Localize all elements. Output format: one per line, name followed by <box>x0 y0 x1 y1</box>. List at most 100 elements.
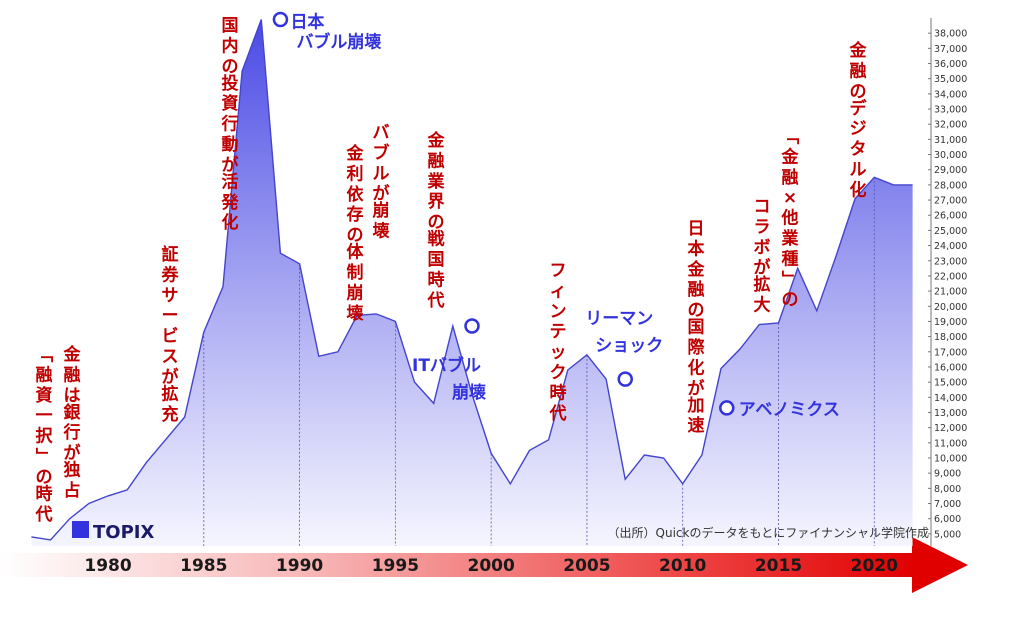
era-annotation-char: 大 <box>754 295 771 316</box>
era-annotation-char: 加 <box>687 396 705 416</box>
era-annotation-char: 戦 <box>428 229 446 250</box>
era-annotation-char: の <box>850 82 867 102</box>
y-tick-label: 19,000 <box>934 317 967 328</box>
y-tick-label: 30,000 <box>934 150 967 161</box>
era-annotation-char: フ <box>550 261 567 281</box>
era-annotation-char: ブ <box>373 142 390 163</box>
era-annotation-char: ル <box>850 160 867 180</box>
event-marker-label: ITバブル <box>412 355 481 376</box>
x-tick-label: 2020 <box>851 556 898 576</box>
era-annotation-char: 代 <box>549 403 567 424</box>
era-annotation-char: 融 <box>428 151 445 171</box>
era-annotation-char: 金 <box>427 130 446 151</box>
era-annotations: 金融は銀行が独占「融資一択」の時代証券サービスが拡充国内の投資行動が活発化バブル… <box>33 16 868 525</box>
era-annotation-char: の <box>222 57 239 77</box>
era-annotation-char: 時 <box>36 483 53 504</box>
x-tick-label: 2000 <box>467 556 514 576</box>
era-annotation-char: 化 <box>222 212 239 233</box>
event-marker-label: 崩壊 <box>452 382 487 403</box>
era-annotation-char: 拡 <box>162 383 179 404</box>
y-tick-label: 35,000 <box>934 74 967 85</box>
event-marker-label: リーマン <box>585 309 653 329</box>
era-annotation-char: 融 <box>782 168 799 188</box>
y-tick-label: 16,000 <box>934 362 967 373</box>
era-annotation-char: 融 <box>64 365 81 385</box>
era-annotation-char: 存 <box>347 204 364 225</box>
era-annotation-char: ス <box>162 347 179 367</box>
y-tick-label: 14,000 <box>934 393 967 404</box>
y-tick-label: 9,000 <box>934 469 961 480</box>
era-annotation-char: が <box>373 183 390 204</box>
era-annotation-char: の <box>428 213 445 233</box>
era-annotation-char: 行 <box>221 114 239 135</box>
y-tick-label: 11,000 <box>934 438 967 449</box>
era-annotation-char: 金 <box>849 40 868 61</box>
y-tick-label: 20,000 <box>934 302 967 313</box>
event-marker <box>719 400 735 416</box>
era-annotation-char: ー <box>162 306 179 326</box>
era-annotation-char: デ <box>850 98 868 119</box>
era-annotation-char: ッ <box>550 343 567 363</box>
event-marker <box>617 371 633 387</box>
y-tick-label: 29,000 <box>934 165 967 176</box>
era-annotation-char: 制 <box>347 262 364 283</box>
y-tick-label: 27,000 <box>934 196 967 207</box>
x-tick-label: 1995 <box>372 556 419 576</box>
era-annotation-char: 券 <box>161 264 180 285</box>
x-tick-label: 1980 <box>84 556 131 576</box>
y-tick-label: 32,000 <box>934 120 967 131</box>
era-annotation-char: ラ <box>754 217 771 237</box>
y-tick-label: 38,000 <box>934 29 967 40</box>
era-annotation-char: ク <box>550 363 567 383</box>
y-tick-label: 17,000 <box>934 347 967 358</box>
y-tick-label: 25,000 <box>934 226 967 237</box>
y-tick-label: 31,000 <box>934 135 967 146</box>
era-annotation-char: 拡 <box>754 274 771 295</box>
era-annotation-char: 時 <box>550 382 567 403</box>
era-annotation-char: 国 <box>222 16 239 36</box>
event-marker-label: バブル崩壊 <box>296 32 382 53</box>
era-annotation-char: が <box>162 366 179 387</box>
era-annotation-char: ン <box>550 302 567 322</box>
era-annotation-char: テ <box>550 322 567 342</box>
era-annotation-char: 資 <box>222 94 239 114</box>
legend-label: TOPIX <box>93 522 154 543</box>
era-annotation-char: 化 <box>850 179 867 200</box>
y-tick-label: 18,000 <box>934 332 967 343</box>
era-annotation-char: 投 <box>222 73 239 94</box>
era-annotation-char: が <box>64 443 81 464</box>
era-annotation-char: コ <box>754 197 771 217</box>
era-annotation-char: の <box>347 226 364 246</box>
event-marker <box>272 11 289 28</box>
era-annotation-char: 国 <box>428 250 445 270</box>
era-annotation-char: 壊 <box>347 304 365 324</box>
era-annotation-char: サ <box>162 286 179 306</box>
era-annotation-char: × <box>783 188 797 208</box>
era-annotation-char: 充 <box>162 404 179 425</box>
era-annotation-char: 活 <box>222 171 239 192</box>
era-annotation-char: 体 <box>347 242 365 263</box>
era-annotation-char: の <box>36 467 53 487</box>
era-annotation-char: 融 <box>850 61 867 81</box>
x-axis-ticks: 1980 1985 1990 1995 2000 2005 2010 2015 2020 <box>84 556 898 576</box>
x-tick-label: 1985 <box>180 556 227 576</box>
y-tick-label: 23,000 <box>934 256 967 267</box>
era-annotation-char: ル <box>373 164 390 184</box>
era-annotation-char: 一 <box>36 406 53 426</box>
era-annotation-char: 依 <box>347 184 365 205</box>
y-tick-label: 6,000 <box>934 514 961 525</box>
era-annotation-char: 行 <box>63 422 81 443</box>
era-annotation-char: 融 <box>688 280 705 300</box>
y-tick-label: 12,000 <box>934 423 967 434</box>
era-annotation-char: 時 <box>428 269 445 290</box>
era-annotation-char: バ <box>373 123 390 143</box>
event-marker <box>464 318 480 334</box>
era-annotation-char: 代 <box>427 290 445 311</box>
y-tick-label: 36,000 <box>934 59 967 70</box>
y-tick-label: 21,000 <box>934 287 967 298</box>
era-annotation-char: 発 <box>221 192 240 213</box>
era-annotation-char: 占 <box>64 480 81 501</box>
era-annotation-char: 「 <box>779 128 800 145</box>
era-annotation-char: の <box>688 301 705 321</box>
